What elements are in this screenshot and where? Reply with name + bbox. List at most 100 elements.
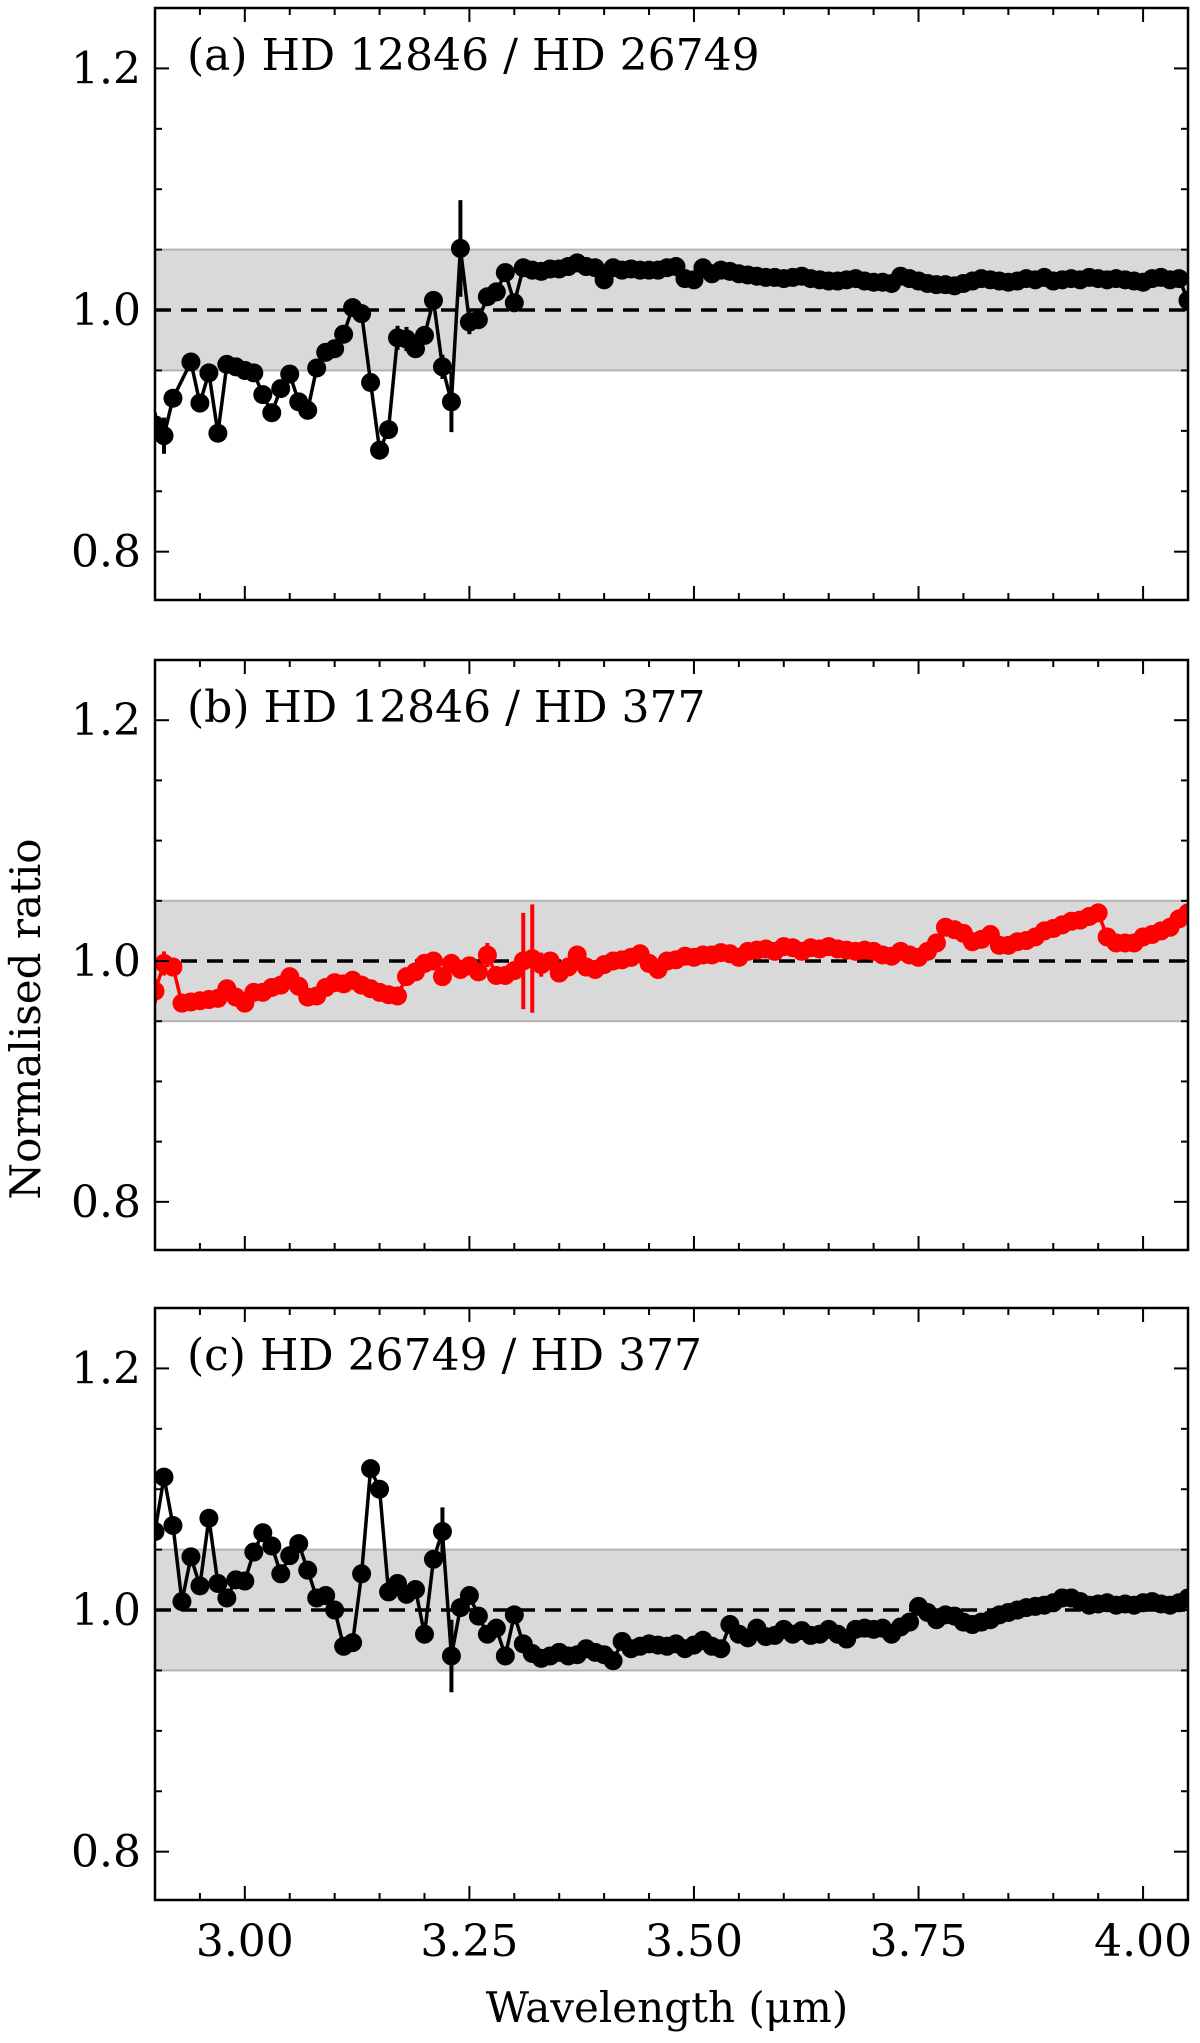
panel-c-data-point	[325, 1600, 345, 1620]
panel-c-data-point	[352, 1564, 372, 1584]
x-axis-title: Wavelength (μm)	[486, 1983, 849, 2032]
panel-a-data-point	[405, 339, 425, 359]
panel-a-data-point	[504, 293, 524, 313]
panel-b-label: (b) HD 12846 / HD 377	[187, 682, 706, 733]
panel-a-data-point	[423, 290, 443, 310]
panel-c-data-point	[414, 1624, 434, 1644]
panel-a-data-point	[208, 423, 228, 443]
panel-c-y-tick-label: 1.2	[71, 1343, 141, 1394]
panel-b: 0.8 1.0 1.2 (b) HD 12846 / HD 377	[71, 658, 1190, 1252]
panel-a-data-point	[271, 379, 291, 399]
panel-c-data-point	[244, 1542, 264, 1562]
panel-a-data-point	[432, 357, 452, 377]
panel-c-x-tick-label: 3.25	[420, 1916, 518, 1967]
panel-a-data-point	[190, 393, 210, 413]
panel-b-data	[155, 903, 1188, 1013]
panel-c: 3.00 3.25 3.50 3.75 4.00 0.8 1.0 1.2 (c) HD 2674…	[71, 1306, 1192, 1967]
y-axis-title: Normalised ratio	[1, 838, 50, 1199]
panel-c-data-point	[163, 1515, 183, 1535]
panel-b-data-point	[388, 986, 408, 1006]
panel-a-data-point	[495, 263, 515, 283]
panel-a-y-tick-label: 1.0	[71, 285, 141, 336]
panel-c-data-point	[155, 1467, 174, 1487]
panel-c-data-point	[199, 1508, 219, 1528]
panel-a-data-point	[307, 358, 327, 378]
panel-c-data-point	[495, 1646, 515, 1666]
panel-a-data	[155, 200, 1188, 460]
panel-c-x-tick-label: 3.00	[196, 1916, 294, 1967]
panel-c-y-tick-label: 1.0	[71, 1585, 141, 1636]
panel-b-data-point	[155, 981, 165, 1001]
panel-c-data-point	[343, 1633, 363, 1653]
panel-c-data	[155, 1459, 1188, 1693]
panel-c-data-point	[217, 1588, 237, 1608]
panel-c-data-point	[423, 1549, 443, 1569]
panel-a-data-point	[334, 324, 354, 344]
panel-c-data-point	[208, 1573, 228, 1593]
panel-c-data-point	[361, 1459, 381, 1479]
panel-c-data-point	[370, 1479, 390, 1499]
panel-a-data-point	[199, 363, 219, 383]
panel-c-frame	[153, 1306, 1190, 1902]
panel-c-data-point	[190, 1576, 210, 1596]
panel-c-data-point	[262, 1536, 282, 1556]
panel-a-data-point	[1178, 290, 1188, 310]
panel-b-y-tick-label: 1.2	[71, 695, 141, 746]
panel-b-y-tick-label: 0.8	[71, 1177, 141, 1228]
panel-c-data-point	[486, 1618, 506, 1638]
panel-c-data-point	[405, 1580, 425, 1600]
panel-c-data-point	[235, 1571, 255, 1591]
panel-a-data-point	[155, 426, 174, 446]
panel-b-data-point	[926, 933, 946, 953]
panel-c-x-tick-label: 4.00	[1094, 1916, 1192, 1967]
panel-a: 0.8 1.0 1.2 (a) HD 12846 / HD 26749	[71, 6, 1190, 602]
panel-a-data-point	[468, 310, 488, 330]
panel-a-data-point	[1169, 269, 1188, 289]
panel-b-data-point	[468, 962, 488, 982]
panel-c-data-point	[441, 1646, 461, 1666]
panel-a-data-point	[441, 392, 461, 412]
panel-c-data-point	[432, 1522, 452, 1542]
panel-a-data-point	[450, 238, 470, 258]
panel-a-data-point	[486, 282, 506, 302]
panel-a-data-point	[352, 304, 372, 324]
panel-b-data-point	[1178, 903, 1188, 923]
panel-a-data-point	[181, 352, 201, 372]
panel-c-data-point	[172, 1592, 192, 1612]
panel-a-label: (a) HD 12846 / HD 26749	[187, 30, 760, 81]
panel-b-data-point	[163, 957, 183, 977]
panel-b-data-point	[477, 945, 497, 965]
panel-a-data-point	[361, 373, 381, 393]
panel-a-y-tick-label: 1.2	[71, 43, 141, 94]
panel-a-data-point	[370, 440, 390, 460]
panel-a-data-point	[262, 403, 282, 423]
panel-a-frame	[153, 6, 1190, 602]
panel-a-data-point	[379, 420, 399, 440]
panel-c-y-tick-label: 0.8	[71, 1827, 141, 1878]
panel-c-data-point	[468, 1606, 488, 1626]
panel-c-data-point	[253, 1523, 273, 1543]
panel-a-data-point	[325, 339, 345, 359]
panel-c-data-point	[603, 1651, 623, 1671]
panel-b-frame	[153, 658, 1190, 1252]
panel-c-x-tick-label: 3.75	[870, 1916, 968, 1967]
panel-c-data-point	[711, 1639, 731, 1659]
panel-b-y-tick-label: 1.0	[71, 936, 141, 987]
panel-c-data-point	[504, 1605, 524, 1625]
panel-c-data-point	[1178, 1588, 1188, 1608]
panel-c-x-tick-label: 3.50	[645, 1916, 743, 1967]
panel-a-data-point	[298, 400, 318, 420]
panel-a-data-point	[163, 388, 183, 408]
panel-c-data-point	[298, 1560, 318, 1580]
panel-c-data-point	[900, 1612, 920, 1632]
panel-a-data-point	[414, 325, 434, 345]
panel-c-data-point	[271, 1564, 291, 1584]
panel-c-data-point	[181, 1547, 201, 1567]
panel-a-data-point	[244, 363, 264, 383]
panel-c-data-point	[459, 1586, 479, 1606]
panel-c-label: (c) HD 26749 / HD 377	[187, 1330, 702, 1381]
panel-c-data-point	[316, 1586, 336, 1606]
panel-b-data-point	[423, 951, 443, 971]
